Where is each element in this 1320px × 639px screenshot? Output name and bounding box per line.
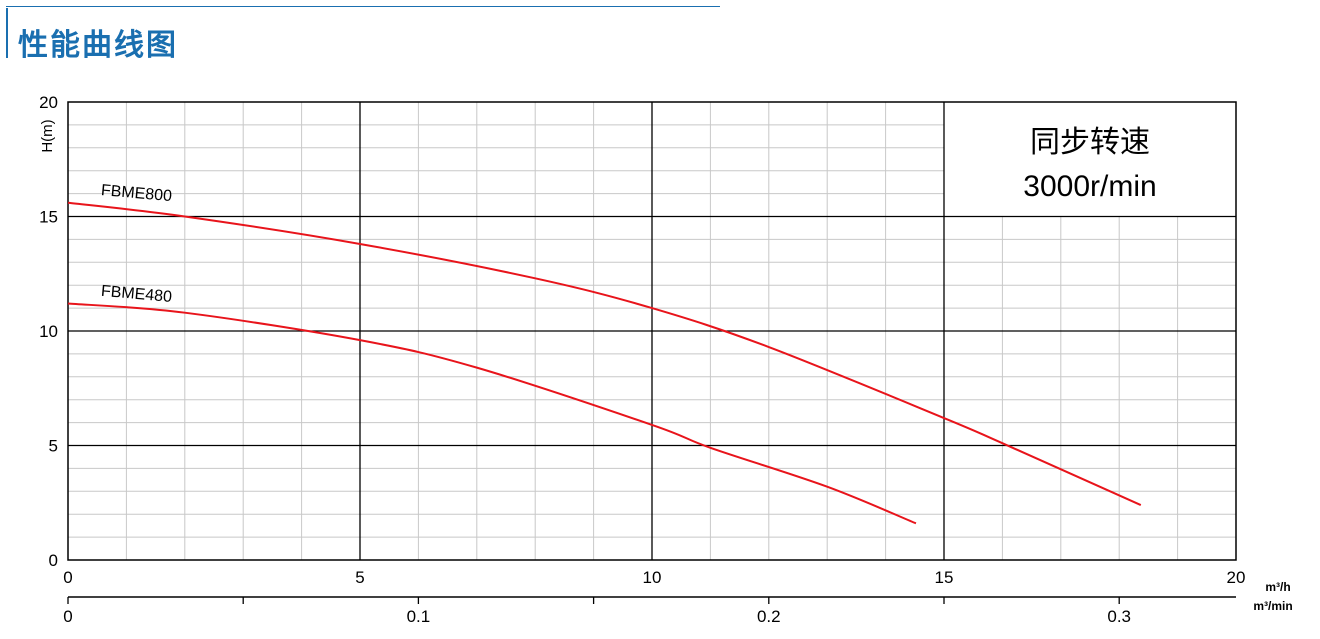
series-line-fbme480 (67, 302, 917, 525)
y-tick-label: 10 (39, 322, 58, 341)
x-tick-label: 10 (643, 568, 662, 587)
x-tick-label: 15 (935, 568, 954, 587)
series-line-fbme800 (67, 201, 1142, 506)
y-tick-label: 20 (39, 93, 58, 112)
annotation-box (944, 102, 1236, 217)
x2-tick-label: 0.1 (407, 607, 431, 626)
section-header: 性能曲线图 (0, 0, 1320, 62)
x-tick-label: 20 (1227, 568, 1246, 587)
page-title: 性能曲线图 (18, 29, 178, 62)
y-tick-label: 15 (39, 208, 58, 227)
x2-tick-label: 0.3 (1107, 607, 1131, 626)
y-tick-label: 0 (49, 551, 58, 570)
x-tick-label: 5 (355, 568, 364, 587)
header-rule (6, 6, 720, 7)
x-axis-label: m³/h (1265, 580, 1290, 594)
annotation-line2: 3000r/min (1023, 170, 1156, 203)
y-axis-label: H(m) (39, 119, 56, 152)
series-label-fbme480: FBME480 (100, 283, 172, 306)
annotation-line1: 同步转速 (1030, 126, 1150, 159)
header-bar (6, 8, 8, 58)
x2-tick-label: 0 (63, 607, 72, 626)
x2-tick-label: 0.2 (757, 607, 781, 626)
plot-frame (67, 101, 1237, 561)
x-tick-label: 0 (63, 568, 72, 587)
x2-axis-label: m³/min (1253, 599, 1292, 613)
y-tick-label: 5 (49, 437, 58, 456)
series-label-fbme800: FBME800 (100, 182, 172, 205)
